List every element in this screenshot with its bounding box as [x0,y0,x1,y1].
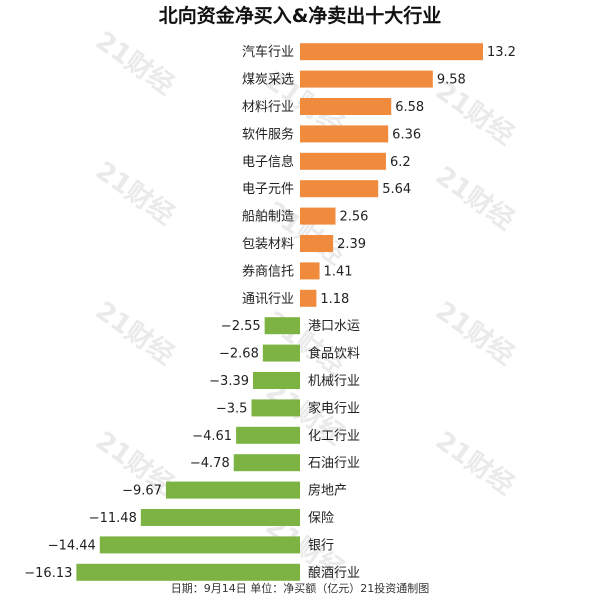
category-label-17: 保险 [308,511,334,526]
category-label-0: 汽车行业 [242,44,294,60]
bar-5 [300,180,379,198]
watermark-6: 21财经 [90,295,180,371]
bar-2 [300,98,392,115]
bar-6 [300,207,336,225]
value-label-8: 1.41 [324,264,353,279]
watermark-11: 21财经 [430,425,520,501]
bar-10 [264,317,300,335]
bar-11 [262,344,300,362]
bar-19 [76,563,300,581]
watermark-8: 21财经 [430,295,520,371]
value-label-17: −11.48 [89,511,137,526]
category-label-5: 电子元件 [242,182,294,197]
bar-13 [251,399,300,417]
chart-title: 北向资金净买入&净卖出十大行业 [159,4,442,27]
bar-8 [300,262,320,280]
bar-15 [233,454,300,472]
value-label-10: −2.55 [221,319,261,334]
value-label-3: 6.36 [392,127,421,142]
category-label-12: 机械行业 [308,374,360,389]
watermark-5: 21财经 [430,160,520,236]
value-label-19: −16.13 [24,566,72,581]
value-label-9: 1.18 [320,292,349,307]
category-label-3: 软件服务 [242,126,294,142]
value-label-4: 6.2 [390,155,411,170]
watermark-4: 21财经 [260,195,350,271]
value-label-0: 13.2 [487,45,516,60]
value-label-2: 6.58 [395,100,424,115]
value-label-16: −9.67 [122,484,162,499]
category-label-19: 酿酒行业 [308,565,360,581]
bar-1 [300,70,433,88]
category-label-2: 材料行业 [242,100,294,115]
bar-4 [300,152,386,170]
value-label-14: −4.61 [192,429,232,444]
bars: 汽车行业 13.2 煤炭采选 9.58 材料行业 6.58 软件服务 6.36 电子信息 6.2 电… [24,43,516,581]
bar-18 [99,536,301,554]
category-label-15: 石油行业 [308,456,360,471]
category-label-11: 食品饮料 [308,346,360,362]
category-label-13: 家电行业 [308,400,360,416]
watermark-0: 21财经 [90,25,180,101]
bar-14 [236,426,300,444]
value-label-13: −3.5 [216,401,248,416]
value-label-1: 9.58 [437,73,466,88]
category-label-8: 券商信托 [242,263,294,279]
category-label-6: 船舶制造 [242,209,294,225]
category-label-7: 包装材料 [242,237,294,252]
value-label-7: 2.39 [337,237,366,252]
value-label-18: −14.44 [48,538,96,553]
value-label-12: −3.39 [209,374,249,389]
category-label-1: 煤炭采选 [242,73,294,88]
category-label-10: 港口水运 [308,319,360,334]
category-label-4: 电子信息 [242,154,294,170]
category-label-14: 化工行业 [308,429,360,444]
bar-3 [300,125,389,143]
value-label-15: −4.78 [190,456,230,471]
bar-9 [300,289,317,307]
bar-7 [300,235,334,252]
watermark-7: 21财经 [260,305,350,381]
bar-12 [253,372,300,389]
category-label-16: 房地产 [308,483,347,499]
bar-17 [140,509,300,526]
value-label-11: −2.68 [219,347,259,362]
bar-0 [300,43,483,61]
category-label-9: 通讯行业 [242,292,294,307]
watermark-3: 21财经 [90,155,180,231]
chart-footer: 日期：9月14日 单位：净买额（亿元）21投资通制图 [171,581,430,595]
value-label-6: 2.56 [339,210,368,225]
category-label-18: 银行 [308,538,334,553]
bar-16 [165,481,300,499]
value-label-5: 5.64 [382,182,411,197]
